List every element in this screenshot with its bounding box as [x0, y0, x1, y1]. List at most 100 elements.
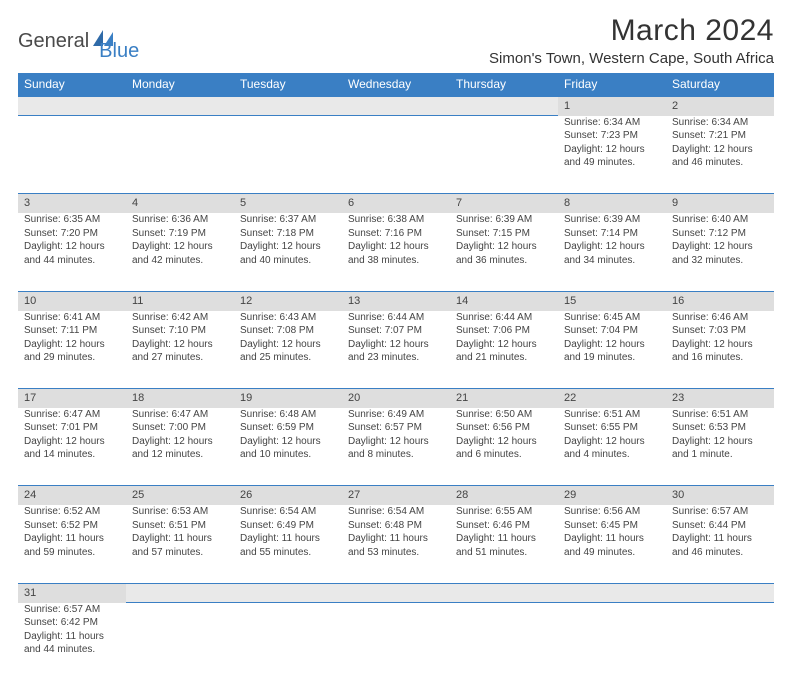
- daylight-line-2: and 25 minutes.: [240, 351, 336, 365]
- day-info-cell: Sunrise: 6:53 AMSunset: 6:51 PMDaylight:…: [126, 505, 234, 583]
- day-number-cell: [234, 96, 342, 116]
- day-info-cell: [450, 116, 558, 194]
- sunset-line: Sunset: 7:06 PM: [456, 324, 552, 338]
- sunrise-line: Sunrise: 6:34 AM: [564, 116, 660, 130]
- day-number-cell: [450, 583, 558, 602]
- daylight-line-1: Daylight: 12 hours: [240, 240, 336, 254]
- day-number-row: 10111213141516: [18, 291, 774, 310]
- day-info-cell: [234, 116, 342, 194]
- sunset-line: Sunset: 6:45 PM: [564, 519, 660, 533]
- day-info-cell: Sunrise: 6:51 AMSunset: 6:53 PMDaylight:…: [666, 408, 774, 486]
- day-number-cell: 19: [234, 389, 342, 408]
- sunrise-line: Sunrise: 6:43 AM: [240, 311, 336, 325]
- logo-text-general: General: [18, 30, 89, 53]
- daylight-line-2: and 55 minutes.: [240, 546, 336, 560]
- day-info-cell: [18, 116, 126, 194]
- sunrise-line: Sunrise: 6:46 AM: [672, 311, 768, 325]
- day-number-row: 17181920212223: [18, 389, 774, 408]
- day-info-cell: Sunrise: 6:40 AMSunset: 7:12 PMDaylight:…: [666, 213, 774, 291]
- day-info-cell: Sunrise: 6:38 AMSunset: 7:16 PMDaylight:…: [342, 213, 450, 291]
- sunrise-line: Sunrise: 6:44 AM: [456, 311, 552, 325]
- day-info-cell: Sunrise: 6:39 AMSunset: 7:15 PMDaylight:…: [450, 213, 558, 291]
- daylight-line-1: Daylight: 12 hours: [456, 435, 552, 449]
- daylight-line-1: Daylight: 12 hours: [564, 240, 660, 254]
- day-number-cell: [342, 583, 450, 602]
- sunset-line: Sunset: 6:46 PM: [456, 519, 552, 533]
- daylight-line-1: Daylight: 12 hours: [348, 338, 444, 352]
- sunrise-line: Sunrise: 6:44 AM: [348, 311, 444, 325]
- daylight-line-1: Daylight: 12 hours: [240, 338, 336, 352]
- day-info-cell: [450, 603, 558, 681]
- sunset-line: Sunset: 6:48 PM: [348, 519, 444, 533]
- day-info-cell: Sunrise: 6:37 AMSunset: 7:18 PMDaylight:…: [234, 213, 342, 291]
- daylight-line-2: and 59 minutes.: [24, 546, 120, 560]
- sunset-line: Sunset: 7:20 PM: [24, 227, 120, 241]
- day-number-cell: [342, 96, 450, 116]
- sunrise-line: Sunrise: 6:52 AM: [24, 505, 120, 519]
- day-number-cell: 21: [450, 389, 558, 408]
- sunrise-line: Sunrise: 6:41 AM: [24, 311, 120, 325]
- sunset-line: Sunset: 7:15 PM: [456, 227, 552, 241]
- day-number-cell: 16: [666, 291, 774, 310]
- day-info-cell: Sunrise: 6:43 AMSunset: 7:08 PMDaylight:…: [234, 311, 342, 389]
- day-number-cell: 31: [18, 583, 126, 602]
- daylight-line-1: Daylight: 12 hours: [348, 435, 444, 449]
- sunrise-line: Sunrise: 6:54 AM: [240, 505, 336, 519]
- daylight-line-2: and 34 minutes.: [564, 254, 660, 268]
- calendar-table: Sunday Monday Tuesday Wednesday Thursday…: [18, 73, 774, 681]
- sunset-line: Sunset: 6:59 PM: [240, 421, 336, 435]
- daylight-line-2: and 1 minute.: [672, 448, 768, 462]
- day-number-cell: [18, 96, 126, 116]
- daylight-line-2: and 23 minutes.: [348, 351, 444, 365]
- day-info-cell: Sunrise: 6:41 AMSunset: 7:11 PMDaylight:…: [18, 311, 126, 389]
- sunrise-line: Sunrise: 6:53 AM: [132, 505, 228, 519]
- day-number-row: 24252627282930: [18, 486, 774, 505]
- sunrise-line: Sunrise: 6:37 AM: [240, 213, 336, 227]
- day-info-row: Sunrise: 6:41 AMSunset: 7:11 PMDaylight:…: [18, 311, 774, 389]
- sunset-line: Sunset: 6:53 PM: [672, 421, 768, 435]
- day-info-cell: Sunrise: 6:56 AMSunset: 6:45 PMDaylight:…: [558, 505, 666, 583]
- day-number-cell: 25: [126, 486, 234, 505]
- day-number-cell: 2: [666, 96, 774, 116]
- daylight-line-1: Daylight: 11 hours: [564, 532, 660, 546]
- sunrise-line: Sunrise: 6:57 AM: [24, 603, 120, 617]
- daylight-line-2: and 53 minutes.: [348, 546, 444, 560]
- day-info-cell: Sunrise: 6:57 AMSunset: 6:44 PMDaylight:…: [666, 505, 774, 583]
- daylight-line-1: Daylight: 12 hours: [672, 338, 768, 352]
- weekday-header: Monday: [126, 73, 234, 96]
- day-info-cell: Sunrise: 6:34 AMSunset: 7:21 PMDaylight:…: [666, 116, 774, 194]
- day-number-cell: 30: [666, 486, 774, 505]
- day-info-cell: [126, 116, 234, 194]
- day-info-cell: [126, 603, 234, 681]
- day-number-cell: 28: [450, 486, 558, 505]
- weekday-header: Friday: [558, 73, 666, 96]
- daylight-line-2: and 6 minutes.: [456, 448, 552, 462]
- day-number-cell: [234, 583, 342, 602]
- daylight-line-1: Daylight: 12 hours: [672, 240, 768, 254]
- day-number-cell: 15: [558, 291, 666, 310]
- sunset-line: Sunset: 6:56 PM: [456, 421, 552, 435]
- sunrise-line: Sunrise: 6:54 AM: [348, 505, 444, 519]
- daylight-line-1: Daylight: 12 hours: [348, 240, 444, 254]
- sunrise-line: Sunrise: 6:40 AM: [672, 213, 768, 227]
- sunrise-line: Sunrise: 6:35 AM: [24, 213, 120, 227]
- day-number-cell: 23: [666, 389, 774, 408]
- day-info-cell: [342, 116, 450, 194]
- day-info-cell: Sunrise: 6:39 AMSunset: 7:14 PMDaylight:…: [558, 213, 666, 291]
- daylight-line-2: and 8 minutes.: [348, 448, 444, 462]
- daylight-line-2: and 29 minutes.: [24, 351, 120, 365]
- day-number-cell: 10: [18, 291, 126, 310]
- daylight-line-1: Daylight: 12 hours: [456, 338, 552, 352]
- day-info-row: Sunrise: 6:47 AMSunset: 7:01 PMDaylight:…: [18, 408, 774, 486]
- sunrise-line: Sunrise: 6:56 AM: [564, 505, 660, 519]
- day-number-cell: [126, 96, 234, 116]
- sunset-line: Sunset: 7:10 PM: [132, 324, 228, 338]
- day-number-cell: 22: [558, 389, 666, 408]
- sunrise-line: Sunrise: 6:39 AM: [564, 213, 660, 227]
- day-info-cell: Sunrise: 6:54 AMSunset: 6:48 PMDaylight:…: [342, 505, 450, 583]
- sunrise-line: Sunrise: 6:38 AM: [348, 213, 444, 227]
- logo-text-blue: Blue: [99, 40, 139, 63]
- sunrise-line: Sunrise: 6:34 AM: [672, 116, 768, 130]
- daylight-line-1: Daylight: 12 hours: [132, 338, 228, 352]
- daylight-line-2: and 12 minutes.: [132, 448, 228, 462]
